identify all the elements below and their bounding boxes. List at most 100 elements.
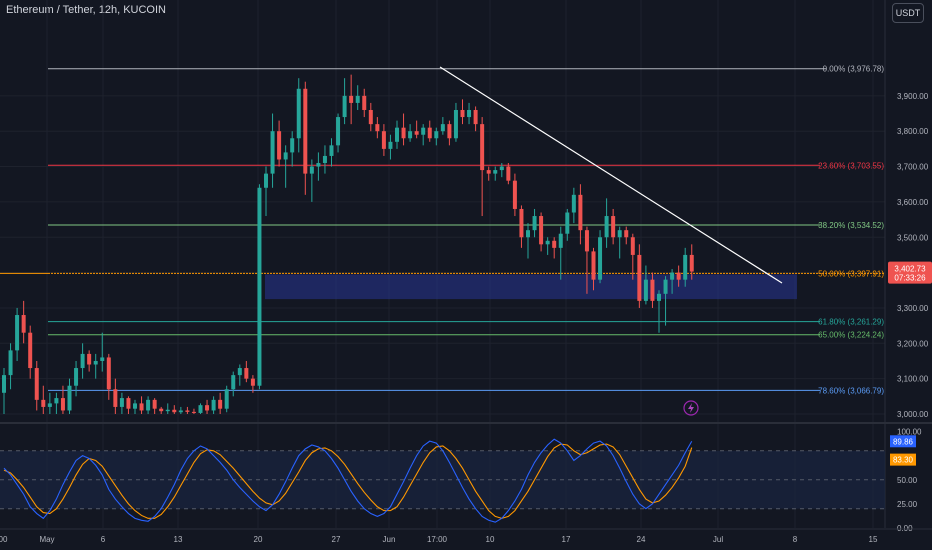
lightning-icon [683, 400, 699, 416]
candle-body [329, 145, 334, 156]
candle-body [440, 124, 445, 132]
candle-body [257, 187, 262, 386]
price-tick-label: 3,000.00 [897, 410, 929, 419]
rsi-tick-label: 50.00 [897, 476, 918, 485]
candle-body [571, 194, 576, 213]
trendline [439, 66, 783, 284]
candle-body [224, 389, 229, 409]
candle-body [34, 368, 39, 400]
price-tick-label: 3,700.00 [897, 163, 929, 172]
candle-body [545, 240, 550, 245]
candle-body [617, 230, 622, 238]
time-tick-label: 6 [101, 535, 106, 544]
candle-body [139, 403, 144, 411]
fib-level-label: 61.80% (3,261.29) [818, 318, 884, 327]
candle-body [119, 398, 124, 407]
price-tick-label: 3,800.00 [897, 127, 929, 136]
rsi-d-badge [890, 453, 916, 466]
candle-body [198, 405, 203, 413]
time-tick-label: 17:00 [427, 535, 448, 544]
candle-body [630, 237, 635, 255]
countdown-label: 07:33:26 [894, 274, 926, 283]
candle-body [21, 315, 26, 333]
candle-body [355, 95, 360, 103]
time-tick-label: 15 [869, 535, 878, 544]
time-tick-label: 20 [254, 535, 263, 544]
candle-body [303, 88, 308, 174]
time-tick-label: 10 [486, 535, 495, 544]
candle-body [106, 357, 111, 390]
candle-body [218, 399, 223, 409]
candle-body [172, 409, 177, 413]
candle-body [47, 403, 52, 407]
candle-body [578, 194, 583, 231]
candle-body [15, 315, 20, 351]
candle-body [67, 385, 72, 411]
rsi-k-badge [890, 435, 916, 448]
time-tick-label: 17 [562, 535, 571, 544]
fib-level-label: 50.00% (3,397.91) [818, 269, 884, 278]
candle-body [401, 127, 406, 139]
candle-body [54, 398, 59, 404]
time-tick-label: 24 [637, 535, 646, 544]
time-tick-label: 00 [0, 535, 8, 544]
rsi-k-value: 89.86 [893, 437, 914, 446]
fib-level-label: 65.00% (3,224.24) [818, 331, 884, 340]
candle-body [93, 360, 98, 365]
candle-body [362, 95, 367, 110]
current-price-badge [888, 261, 932, 284]
candle-body [467, 109, 472, 118]
candle-body [506, 166, 511, 181]
candle-body [205, 405, 210, 411]
candle-body [8, 350, 13, 376]
candle-body [277, 131, 282, 160]
candle-body [434, 131, 439, 139]
candle-body [322, 155, 327, 164]
candle-body [250, 378, 255, 386]
candle-body [375, 124, 380, 132]
candle-body [87, 353, 92, 365]
rsi-d-value: 83.30 [893, 456, 914, 465]
candles [2, 74, 694, 414]
time-tick-label: 8 [793, 535, 798, 544]
candle-body [460, 109, 465, 118]
candle-body [126, 398, 131, 409]
time-tick-label: Jul [713, 535, 723, 544]
candle-body [178, 410, 183, 413]
candle-body [2, 375, 6, 393]
price-tick-label: 3,500.00 [897, 233, 929, 242]
candle-body [676, 272, 681, 280]
candle-body [480, 124, 485, 171]
fib-level-label: 78.60% (3,066.79) [818, 386, 884, 395]
candle-body [473, 109, 478, 125]
candle-body [584, 230, 589, 252]
candle-body [499, 166, 504, 171]
candle-body [316, 163, 321, 167]
candle-body [264, 173, 268, 188]
price-tick-label: 3,200.00 [897, 339, 929, 348]
fib-level-label: 0.00% (3,976.78) [823, 65, 885, 74]
candle-body [368, 109, 373, 125]
candle-body [526, 230, 530, 238]
candle-body [185, 410, 190, 412]
candle-body [532, 216, 537, 231]
time-tick-label: 27 [332, 535, 341, 544]
candle-body [60, 398, 65, 411]
candle-body [191, 411, 196, 413]
candle-body [100, 357, 105, 361]
candle-body [421, 127, 426, 135]
rsi-d-line [3, 443, 693, 519]
candle-body [611, 216, 616, 238]
candle-body [28, 332, 33, 369]
candle-body [270, 131, 275, 174]
candle-body [670, 272, 675, 280]
candle-body [689, 254, 694, 272]
candle-body [539, 216, 544, 245]
candle-body [231, 375, 236, 390]
currency-button[interactable]: USDT [892, 3, 924, 23]
candle-body [349, 95, 354, 103]
candle-body [74, 368, 79, 386]
candle-body [453, 109, 458, 139]
candle-body [591, 251, 596, 280]
